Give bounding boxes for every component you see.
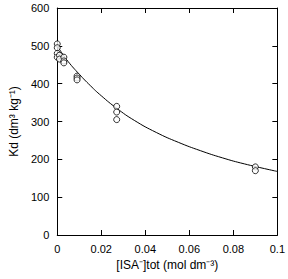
svg-text:[ISA⁻]tot (mol dm⁻³): [ISA⁻]tot (mol dm⁻³): [116, 258, 218, 272]
svg-text:0.1: 0.1: [270, 243, 285, 255]
svg-text:0.06: 0.06: [179, 243, 200, 255]
svg-text:600: 600: [31, 2, 49, 14]
svg-text:300: 300: [31, 116, 49, 128]
svg-text:0.04: 0.04: [135, 243, 156, 255]
svg-text:0.08: 0.08: [223, 243, 244, 255]
svg-text:0.02: 0.02: [91, 243, 112, 255]
svg-text:200: 200: [31, 153, 49, 165]
svg-text:400: 400: [31, 78, 49, 90]
svg-text:0: 0: [54, 243, 60, 255]
svg-text:Kd (dm³ kg⁻¹): Kd (dm³ kg⁻¹): [7, 86, 21, 157]
svg-text:0: 0: [43, 229, 49, 241]
svg-text:500: 500: [31, 40, 49, 52]
svg-text:100: 100: [31, 191, 49, 203]
